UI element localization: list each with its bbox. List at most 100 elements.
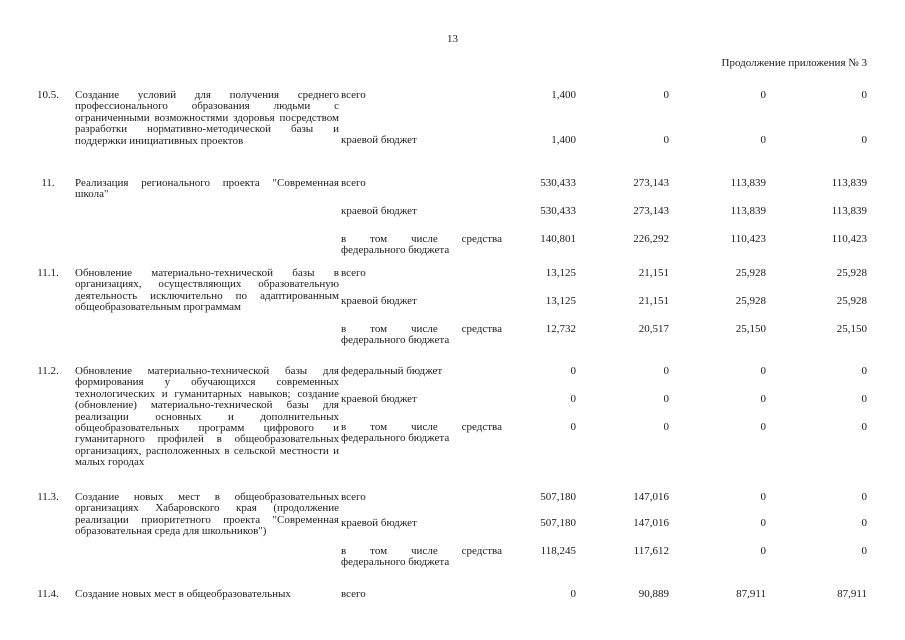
row-description: Обновление материально-технической базы …: [75, 267, 339, 314]
budget-line: в том числе средства федерального бюджет…: [341, 420, 868, 445]
budget-type-label: всего: [341, 89, 366, 101]
value-col-1: 118,245: [540, 544, 576, 557]
value-col-3: 87,911: [736, 588, 766, 600]
value-col-2: 0: [663, 89, 670, 101]
table-row: 11.1. Обновление материально-технической…: [28, 267, 867, 347]
value-col-4: 0: [861, 544, 868, 557]
budget-type-label: в том числе средства федерального бюджет…: [341, 322, 502, 347]
budget-line: краевой бюджет 0 0 0 0: [341, 393, 868, 406]
budget-lines: всего 507,180 147,016 0 0 краевой бюджет…: [341, 491, 868, 569]
row-description: Создание новых мест в общеобразовательны…: [75, 588, 291, 600]
value-col-4: 25,150: [836, 322, 867, 335]
value-col-2: 273,143: [633, 205, 669, 218]
value-col-4: 25,928: [836, 267, 867, 279]
value-col-1: 140,801: [540, 232, 576, 245]
value-col-2: 147,016: [633, 491, 669, 503]
value-col-1: 1,400: [551, 134, 576, 147]
value-col-3: 0: [760, 517, 767, 530]
value-col-3: 110,423: [730, 232, 766, 245]
budget-line: федеральный бюджет 0 0 0 0: [341, 365, 867, 377]
budget-line: в том числе средства федерального бюджет…: [341, 322, 867, 347]
value-col-4: 110,423: [831, 232, 867, 245]
value-col-3: 0: [760, 420, 767, 433]
value-col-3: 113,839: [730, 205, 766, 218]
budget-type-label: всего: [341, 177, 366, 189]
value-col-4: 87,911: [837, 588, 867, 600]
value-col-1: 0: [570, 365, 577, 377]
budget-line: краевой бюджет 530,433 273,143 113,839 1…: [341, 205, 867, 218]
value-col-1: 507,180: [540, 517, 576, 530]
budget-type-label: всего: [341, 267, 366, 279]
budget-lines: федеральный бюджет 0 0 0 0 краевой бюдже…: [341, 365, 868, 445]
value-col-2: 226,292: [633, 232, 669, 245]
budget-lines: всего 13,125 21,151 25,928 25,928 краево…: [341, 267, 867, 347]
value-col-1: 12,732: [545, 322, 576, 335]
row-description: Обновление материально-технической базы …: [75, 365, 339, 469]
value-col-3: 0: [760, 365, 767, 377]
value-col-4: 0: [861, 89, 868, 101]
value-col-3: 0: [760, 544, 767, 557]
budget-line: в том числе средства федерального бюджет…: [341, 232, 867, 257]
table-row: 11. Реализация регионального проекта "Со…: [28, 177, 867, 257]
budget-type-label: краевой бюджет: [341, 295, 417, 308]
row-number: 11.2.: [37, 365, 59, 377]
value-col-2: 20,517: [638, 322, 669, 335]
budget-line: всего 1,400 0 0 0: [341, 89, 868, 101]
row-number: 11.: [41, 177, 55, 189]
page-number: 13: [447, 33, 458, 45]
value-col-4: 0: [861, 420, 868, 433]
budget-line: всего 0 90,889 87,911 87,911: [341, 588, 867, 600]
value-col-3: 0: [760, 491, 767, 503]
budget-type-label: краевой бюджет: [341, 517, 417, 530]
value-col-2: 273,143: [633, 177, 669, 189]
value-col-2: 0: [663, 365, 670, 377]
value-col-1: 0: [570, 420, 577, 433]
budget-line: краевой бюджет 13,125 21,151 25,928 25,9…: [341, 295, 867, 308]
budget-type-label: в том числе средства федерального бюджет…: [341, 420, 502, 445]
budget-type-label: федеральный бюджет: [341, 365, 443, 377]
row-number: 11.3.: [37, 491, 59, 503]
budget-line: в том числе средства федерального бюджет…: [341, 544, 868, 569]
budget-line: всего 530,433 273,143 113,839 113,839: [341, 177, 867, 189]
row-number: 10.5.: [37, 89, 59, 101]
value-col-2: 117,612: [633, 544, 669, 557]
budget-type-label: всего: [341, 588, 366, 600]
row-description: Реализация регионального проекта "Соврем…: [75, 177, 339, 201]
row-description: Создание новых мест в общеобразовательны…: [75, 491, 339, 538]
table-row: 10.5. Создание условий для получения сре…: [28, 89, 868, 147]
budget-type-label: всего: [341, 491, 366, 503]
value-col-3: 25,928: [735, 295, 766, 308]
value-col-3: 25,928: [735, 267, 766, 279]
budget-lines: всего 530,433 273,143 113,839 113,839 кр…: [341, 177, 867, 257]
value-col-4: 0: [861, 393, 868, 406]
value-col-1: 13,125: [545, 295, 576, 308]
budget-type-label: краевой бюджет: [341, 205, 417, 218]
value-col-2: 90,889: [638, 588, 669, 600]
value-col-1: 0: [570, 393, 577, 406]
value-col-2: 21,151: [638, 295, 669, 308]
value-col-1: 1,400: [551, 89, 576, 101]
value-col-3: 113,839: [730, 177, 766, 189]
row-number: 11.1.: [37, 267, 59, 279]
value-col-4: 0: [861, 517, 868, 530]
value-col-1: 530,433: [540, 205, 576, 218]
value-col-3: 0: [760, 89, 767, 101]
value-col-4: 113,839: [831, 177, 867, 189]
budget-line: краевой бюджет 507,180 147,016 0 0: [341, 517, 868, 530]
value-col-1: 13,125: [545, 267, 576, 279]
budget-lines: всего 0 90,889 87,911 87,911: [341, 588, 867, 600]
table-row: 11.2. Обновление материально-технической…: [28, 365, 868, 469]
value-col-4: 0: [861, 491, 868, 503]
budget-type-label: краевой бюджет: [341, 134, 417, 147]
row-description: Создание условий для получения среднего …: [75, 89, 339, 147]
budget-type-label: в том числе средства федерального бюджет…: [341, 232, 502, 257]
budget-line: всего 507,180 147,016 0 0: [341, 491, 868, 503]
value-col-2: 21,151: [638, 267, 669, 279]
value-col-2: 0: [663, 393, 670, 406]
value-col-2: 147,016: [633, 517, 669, 530]
table-row: 11.4. Создание новых мест в общеобразова…: [28, 588, 867, 600]
value-col-4: 113,839: [831, 205, 867, 218]
budget-type-label: краевой бюджет: [341, 393, 417, 406]
budget-line: краевой бюджет 1,400 0 0 0: [341, 134, 867, 147]
